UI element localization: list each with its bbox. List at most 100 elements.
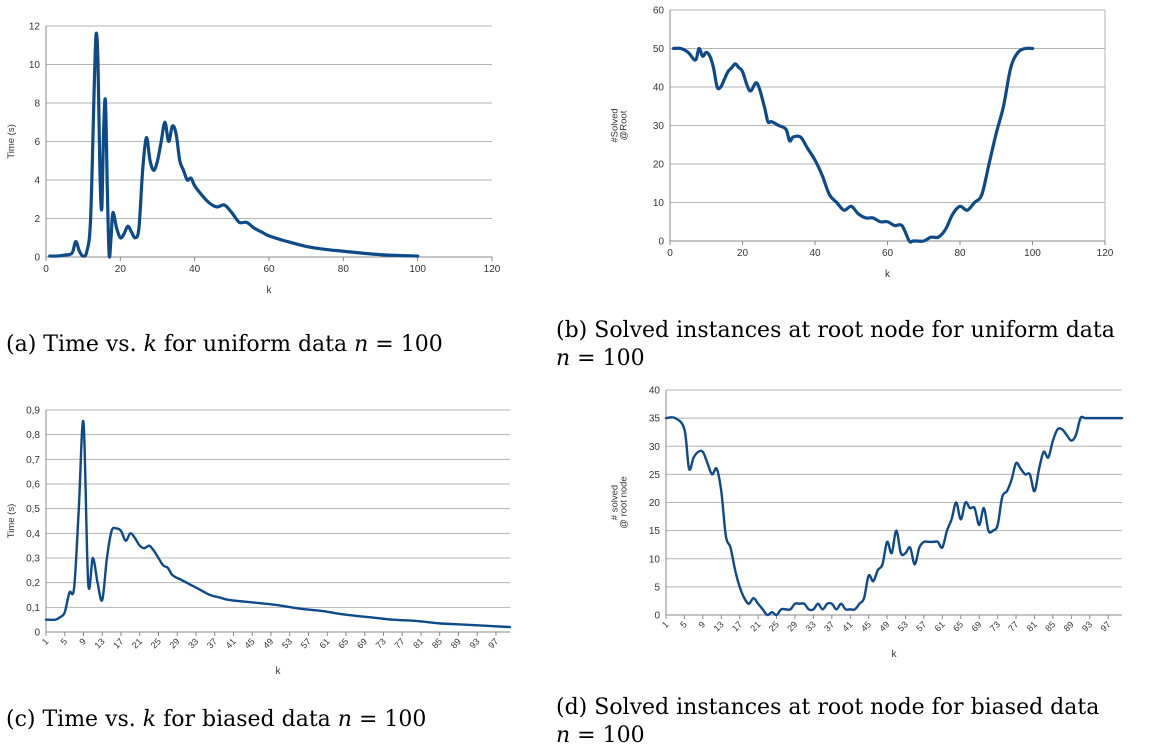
x-tick-label: 9 [77, 636, 88, 647]
x-tick-label: 97 [486, 636, 500, 650]
caption-b: (b) Solved instances at root node for un… [556, 317, 1166, 373]
caption-d-line1: (d) Solved instances at root node for bi… [556, 695, 1100, 720]
x-tick-label: 65 [336, 636, 350, 650]
x-tick-label: 17 [730, 619, 744, 633]
x-axis-label: k [267, 285, 273, 296]
caption-a-suffix: for uniform data [156, 332, 355, 357]
y-tick-label: 12 [29, 22, 41, 33]
x-tick-label: 1 [40, 636, 51, 647]
x-tick-label: 13 [712, 619, 726, 633]
x-tick-label: 81 [411, 636, 425, 650]
caption-c: (c) Time vs. k for biased data n = 100 [6, 706, 426, 734]
x-tick-label: 61 [933, 619, 947, 633]
y-tick-label: 0 [34, 253, 40, 264]
x-tick-label: 29 [785, 619, 799, 633]
y-tick-label: 0,6 [26, 480, 40, 491]
x-tick-label: 93 [467, 636, 481, 650]
y-axis-label: @ root node [619, 476, 630, 528]
y-tick-label: 10 [29, 60, 41, 71]
x-tick-label: 100 [1024, 248, 1041, 259]
x-tick-label: 0 [667, 248, 673, 259]
x-tick-label: 25 [767, 619, 781, 633]
x-tick-label: 120 [1097, 248, 1114, 259]
y-tick-label: 25 [649, 470, 661, 481]
x-tick-label: 60 [263, 264, 275, 275]
caption-c-suffix: for biased data [156, 707, 338, 732]
x-tick-label: 120 [484, 264, 501, 275]
caption-d: (d) Solved instances at root node for bi… [556, 694, 1166, 750]
caption-d-n: n [556, 723, 571, 748]
x-tick-label: 5 [59, 636, 70, 647]
x-tick-label: 80 [338, 264, 350, 275]
x-tick-label: 81 [1025, 619, 1039, 633]
y-tick-label: 40 [653, 83, 665, 94]
x-tick-label: 45 [242, 636, 256, 650]
y-tick-label: 0,3 [26, 554, 40, 565]
x-tick-label: 21 [130, 636, 144, 650]
x-tick-label: 89 [449, 636, 463, 650]
x-tick-label: 65 [951, 619, 965, 633]
x-tick-label: 40 [189, 264, 201, 275]
caption-c-prefix: (c) Time vs. [6, 707, 143, 732]
x-tick-label: 69 [355, 636, 369, 650]
x-tick-label: 61 [317, 636, 331, 650]
caption-d-eq: = 100 [570, 723, 645, 748]
series-line [44, 419, 512, 629]
x-tick-label: 85 [430, 636, 444, 650]
y-tick-label: 0,8 [26, 430, 40, 441]
x-axis-label: k [892, 649, 898, 660]
y-tick-label: 2 [34, 214, 40, 225]
x-tick-label: 17 [111, 636, 125, 650]
x-tick-label: 77 [392, 636, 406, 650]
x-tick-label: 60 [882, 248, 894, 259]
x-tick-label: 33 [804, 619, 818, 633]
series-line [48, 31, 420, 259]
x-tick-label: 93 [1080, 619, 1094, 633]
x-tick-label: 41 [841, 619, 855, 633]
y-tick-label: 20 [653, 160, 665, 171]
y-tick-label: 0 [654, 611, 660, 622]
series-line [672, 46, 1035, 244]
y-tick-label: 0,9 [26, 406, 40, 417]
caption-c-eq: = 100 [351, 707, 427, 732]
y-axis-label: #Solved [610, 108, 621, 142]
caption-a-prefix: (a) Time vs. [6, 332, 144, 357]
caption-a-var: k [143, 332, 157, 357]
y-tick-label: 10 [649, 554, 661, 565]
x-tick-label: 53 [280, 636, 294, 650]
y-tick-label: 35 [649, 414, 661, 425]
x-tick-label: 69 [969, 619, 983, 633]
x-tick-label: 57 [914, 619, 928, 633]
x-tick-label: 97 [1098, 619, 1112, 633]
caption-b-eq: = 100 [570, 346, 645, 371]
y-tick-label: 8 [34, 99, 40, 110]
x-tick-label: 73 [988, 619, 1002, 633]
y-tick-label: 6 [34, 137, 40, 148]
x-tick-label: 0 [43, 264, 49, 275]
x-tick-label: 20 [115, 264, 127, 275]
caption-c-var: k [142, 707, 157, 732]
x-tick-label: 21 [748, 619, 762, 633]
caption-a-n: n [354, 332, 369, 357]
caption-b-line1: (b) Solved instances at root node for un… [556, 318, 1115, 343]
x-tick-label: 49 [877, 619, 891, 633]
chart-c: 0 0,1 0,2 0,3 0,4 0,5 0,6 0,7 0,8 0,9 1 5 9 13 17 21 25 2… [6, 406, 512, 677]
x-tick-label: 9 [697, 619, 708, 630]
caption-c-n: n [337, 707, 352, 732]
caption-a-eq: = 100 [368, 332, 443, 357]
y-tick-label: 40 [649, 386, 661, 397]
x-tick-label: 33 [186, 636, 200, 650]
x-tick-label: 53 [896, 619, 910, 633]
x-tick-label: 29 [167, 636, 181, 650]
x-tick-label: 5 [678, 619, 689, 630]
caption-b-n: n [556, 346, 571, 371]
x-tick-label: 49 [261, 636, 275, 650]
x-tick-label: 57 [299, 636, 313, 650]
y-tick-label: 10 [653, 198, 665, 209]
y-tick-label: 50 [653, 44, 665, 55]
y-tick-label: 0,4 [26, 529, 40, 540]
y-tick-label: 15 [649, 526, 661, 537]
x-tick-label: 73 [374, 636, 388, 650]
